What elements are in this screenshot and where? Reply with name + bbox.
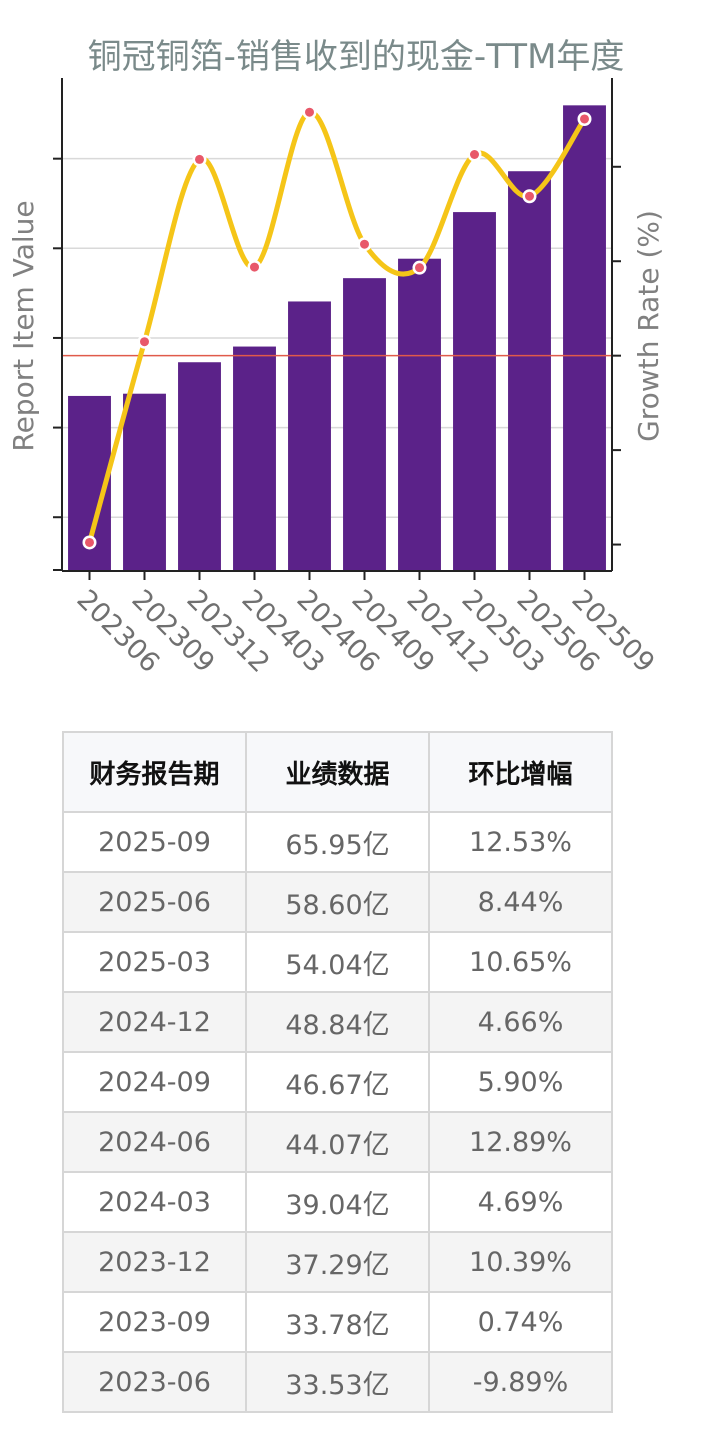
data-table: 财务报告期 业绩数据 环比增幅 2025-09 65.95亿 12.53% 2025-…: [62, 731, 613, 1413]
period-cell: 2024-12: [62, 991, 247, 1053]
period-cell: 2023-09: [62, 1291, 247, 1353]
growth-cell: 12.89%: [428, 1111, 613, 1173]
value-cell: 54.04亿: [245, 931, 430, 993]
growth-point: [470, 150, 479, 159]
value-cell: 48.84亿: [245, 991, 430, 1053]
value-cell: 65.95亿: [245, 811, 430, 873]
growth-point: [525, 191, 534, 201]
bar: [398, 258, 441, 571]
growth-point: [195, 154, 204, 164]
period-cell: 2024-09: [62, 1051, 247, 1113]
header-value: 业绩数据: [245, 731, 430, 813]
table-row: 2025-06 58.60亿 8.44%: [62, 871, 613, 933]
header-period: 财务报告期: [62, 731, 247, 813]
bar: [343, 278, 386, 571]
axes: [53, 78, 621, 580]
period-cell: 2023-12: [62, 1231, 247, 1293]
table-row: 2023-06 33.53亿 -9.89%: [62, 1351, 613, 1413]
growth-point: [580, 114, 589, 124]
period-cell: 2024-06: [62, 1111, 247, 1173]
table-row: 2024-06 44.07亿 12.89%: [62, 1111, 613, 1173]
y-axis-label: Report Item Value: [7, 200, 40, 451]
growth-points: [82, 105, 592, 550]
x-tick-labels: 2023062023092023122024032024062024092024…: [71, 584, 661, 679]
bar: [178, 362, 221, 571]
bar: [453, 212, 496, 571]
chart: 铜冠铜箔-销售收到的现金-TTM年度 Report Item Value Gro…: [7, 37, 665, 679]
period-cell: 2025-03: [62, 931, 247, 993]
growth-point: [305, 107, 314, 117]
table-row: 2023-09 33.78亿 0.74%: [62, 1291, 613, 1353]
growth-point: [250, 262, 259, 272]
value-cell: 46.67亿: [245, 1051, 430, 1113]
growth-cell: 4.69%: [428, 1171, 613, 1233]
table-row: 2024-03 39.04亿 4.69%: [62, 1171, 613, 1233]
growth-cell: 10.65%: [428, 931, 613, 993]
bar: [123, 393, 166, 571]
growth-cell: 8.44%: [428, 871, 613, 933]
y2-axis-label: Growth Rate (%): [632, 210, 665, 442]
growth-point: [415, 263, 424, 273]
value-cell: 33.78亿: [245, 1291, 430, 1353]
growth-cell: 10.39%: [428, 1231, 613, 1293]
bar: [233, 346, 276, 571]
growth-cell: 5.90%: [428, 1051, 613, 1113]
chart-title: 铜冠铜箔-销售收到的现金-TTM年度: [88, 37, 625, 77]
bar: [508, 171, 551, 572]
table-row: 2024-09 46.67亿 5.90%: [62, 1051, 613, 1113]
growth-cell: 12.53%: [428, 811, 613, 873]
bar: [563, 105, 606, 572]
header-growth: 环比增幅: [428, 731, 613, 813]
growth-cell: 4.66%: [428, 991, 613, 1053]
growth-point: [140, 337, 149, 347]
table-row: 2025-09 65.95亿 12.53%: [62, 811, 613, 873]
table-row: 2023-12 37.29亿 10.39%: [62, 1231, 613, 1293]
growth-point: [85, 537, 94, 547]
growth-cell: 0.74%: [428, 1291, 613, 1353]
bar: [288, 301, 331, 571]
table-row: 2024-12 48.84亿 4.66%: [62, 991, 613, 1053]
growth-cell: -9.89%: [428, 1351, 613, 1413]
period-cell: 2025-09: [62, 811, 247, 873]
table-body: 2025-09 65.95亿 12.53% 2025-06 58.60亿 8.44% 202…: [62, 811, 613, 1413]
period-cell: 2025-06: [62, 871, 247, 933]
table-row: 2025-03 54.04亿 10.65%: [62, 931, 613, 993]
period-cell: 2023-06: [62, 1351, 247, 1413]
value-cell: 44.07亿: [245, 1111, 430, 1173]
growth-point: [360, 239, 369, 249]
table-header-row: 财务报告期 业绩数据 环比增幅: [62, 731, 613, 813]
period-cell: 2024-03: [62, 1171, 247, 1233]
bar-series: [68, 105, 606, 572]
value-cell: 39.04亿: [245, 1171, 430, 1233]
value-cell: 37.29亿: [245, 1231, 430, 1293]
value-cell: 33.53亿: [245, 1351, 430, 1413]
value-cell: 58.60亿: [245, 871, 430, 933]
